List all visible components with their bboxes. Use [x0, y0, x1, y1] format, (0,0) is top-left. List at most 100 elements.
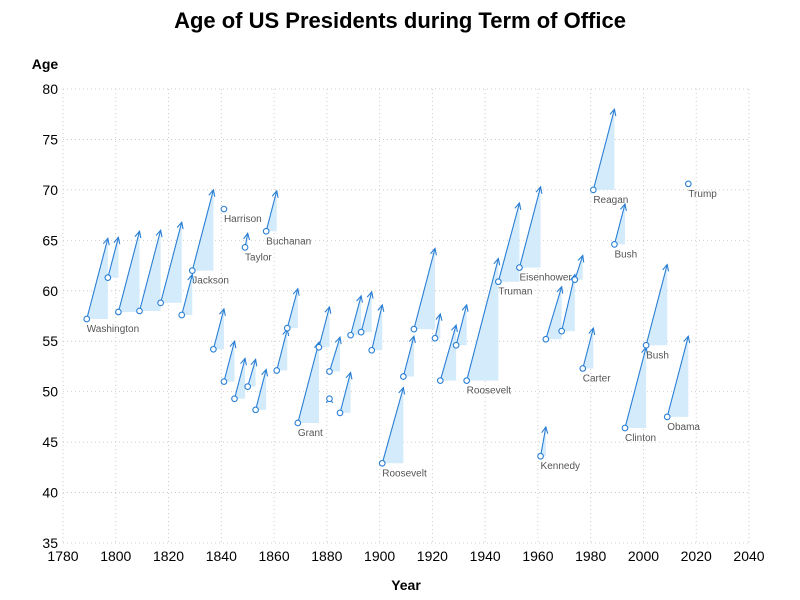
x-tick-label: 1840 — [206, 548, 237, 564]
term-arrow — [360, 291, 373, 333]
term-arrow — [247, 359, 257, 387]
president-label: Harrison — [224, 214, 262, 225]
arrow-head — [229, 339, 237, 349]
president-label: Buchanan — [266, 236, 311, 247]
x-tick-label: 1980 — [575, 548, 606, 564]
start-point — [220, 378, 228, 385]
arrow-head — [345, 371, 353, 380]
arrow-head — [609, 107, 617, 117]
y-tick-label: 50 — [42, 384, 58, 400]
start-point — [621, 424, 629, 432]
x-tick-label: 2020 — [681, 548, 712, 564]
president-label: Taylor — [245, 252, 272, 263]
start-point — [262, 227, 270, 235]
arrow-head — [493, 257, 501, 266]
term-arrow — [645, 264, 668, 346]
x-tick-label: 2000 — [628, 548, 659, 564]
arrow-head — [461, 303, 469, 312]
term-arrow — [402, 336, 415, 377]
term-arrow — [455, 304, 468, 346]
president-label: Carter — [583, 373, 611, 384]
x-axis-label: Year — [391, 577, 421, 593]
term-arrow — [371, 304, 383, 351]
start-point — [231, 395, 238, 403]
term-arrow — [339, 372, 352, 413]
start-point — [611, 241, 618, 248]
start-point — [178, 311, 186, 319]
start-point — [410, 325, 418, 333]
start-point — [315, 343, 323, 351]
start-point — [244, 383, 252, 390]
y-tick-label: 75 — [42, 131, 58, 147]
x-tick-label: 1940 — [470, 548, 501, 564]
y-tick-label: 60 — [42, 283, 58, 299]
arrow-head — [435, 312, 443, 321]
term-arrow — [286, 288, 299, 329]
arrow-head — [243, 232, 251, 241]
arrow-head — [208, 188, 216, 197]
start-point — [83, 315, 91, 323]
term-arrows — [86, 107, 691, 464]
x-tick-label: 1920 — [417, 548, 448, 564]
arrow-head — [102, 237, 110, 246]
start-point — [542, 335, 550, 343]
x-tick-label: 1820 — [153, 548, 184, 564]
term-arrow — [138, 230, 162, 312]
term-arrow — [233, 358, 246, 399]
start-point — [252, 406, 259, 414]
term-arrow — [318, 306, 331, 348]
term-arrow — [160, 222, 183, 304]
start-point — [357, 328, 365, 336]
y-tick-label: 45 — [42, 434, 58, 450]
arrow-head — [535, 185, 543, 194]
start-point — [663, 413, 671, 421]
y-tick-label: 80 — [42, 81, 58, 97]
president-label: Roosevelt — [467, 386, 512, 397]
arrow-head — [240, 357, 247, 366]
arrow-head — [334, 335, 342, 345]
x-tick-label: 1900 — [364, 548, 395, 564]
term-arrow — [223, 341, 236, 382]
start-point — [136, 307, 143, 315]
term-arrow — [381, 387, 404, 464]
y-axis-label: Age — [32, 56, 59, 72]
term-arrow — [297, 342, 320, 424]
start-point — [378, 459, 386, 467]
term-arrow — [328, 337, 341, 372]
start-point — [537, 452, 544, 460]
start-point — [283, 324, 291, 332]
president-label: Bush — [646, 350, 669, 361]
arrow-head — [218, 307, 226, 316]
start-point — [558, 327, 566, 335]
x-tick-label: 1860 — [258, 548, 289, 564]
term-arrow — [540, 426, 547, 457]
start-point — [571, 276, 579, 284]
arrow-head — [577, 254, 585, 263]
arrow-head — [366, 290, 374, 299]
start-point — [326, 395, 333, 403]
president-label: Grant — [298, 428, 323, 439]
start-point — [115, 308, 122, 316]
president-label: Truman — [498, 287, 532, 298]
arrow-head — [292, 287, 300, 296]
start-point — [494, 278, 502, 286]
start-point — [326, 368, 333, 375]
chart-title: Age of US Presidents during Term of Offi… — [174, 8, 626, 33]
president-label: Trump — [688, 189, 717, 200]
start-point — [431, 334, 439, 342]
arrow-head — [541, 425, 549, 434]
start-point — [516, 264, 523, 271]
start-point — [104, 274, 112, 282]
y-tick-label: 65 — [42, 232, 58, 248]
term-arrow — [466, 258, 499, 381]
y-tick-labels: 35 40 45 50 55 60 65 70 75 80 — [42, 81, 58, 551]
term-arrow — [255, 369, 267, 410]
arrow-head — [113, 236, 121, 245]
arrow-head — [134, 230, 142, 239]
start-point — [368, 346, 376, 354]
term-arrow — [276, 328, 288, 371]
start-point — [188, 267, 196, 274]
term-arrow — [413, 248, 436, 330]
term-arrow — [212, 308, 225, 350]
term-arrow — [497, 202, 520, 282]
